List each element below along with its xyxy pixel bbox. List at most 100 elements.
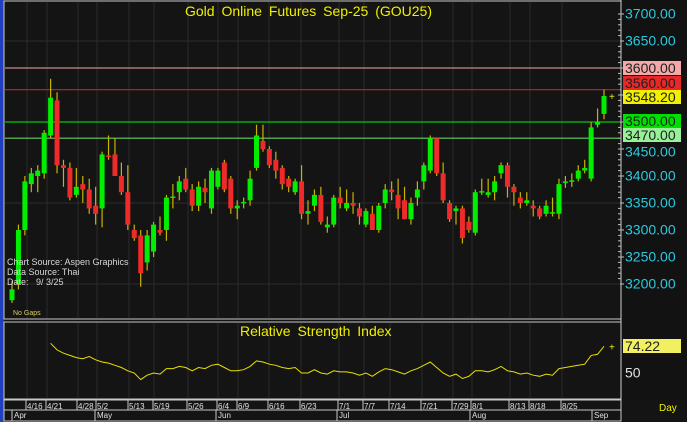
level-label: 3470.00 — [623, 128, 681, 142]
candle-down — [86, 189, 92, 209]
candle-down — [299, 181, 305, 214]
x-month-label: May — [97, 411, 113, 420]
candle-down — [221, 162, 227, 190]
candle-up — [241, 201, 247, 204]
candle-down — [434, 138, 440, 174]
candle-down — [279, 167, 285, 185]
candle-up — [382, 189, 388, 203]
candle-up — [492, 181, 498, 193]
candle-down — [286, 178, 292, 187]
candle-up — [163, 197, 169, 230]
candle-down — [80, 184, 86, 190]
candle-up — [421, 165, 427, 182]
candle-down — [459, 208, 465, 239]
candle-up — [176, 181, 182, 193]
candle-down — [183, 178, 189, 190]
candle-up — [543, 205, 549, 214]
level-label: 3500.00 — [623, 114, 681, 128]
x-day-label: 6/4 — [218, 402, 230, 411]
x-day-label: 8/13 — [510, 402, 526, 411]
candle-up — [582, 167, 588, 171]
candle-down — [447, 203, 453, 220]
candle-up — [485, 192, 491, 195]
x-month-label: Sep — [594, 411, 609, 420]
candle-up — [311, 194, 317, 206]
x-month-label: Jul — [339, 411, 350, 420]
candle-up — [427, 138, 433, 171]
candle-down — [356, 208, 362, 217]
candle-down — [67, 167, 73, 198]
rsi-tick-50: 50 — [625, 364, 641, 381]
y-tick-label: 3300.00 — [625, 221, 676, 238]
candle-up — [22, 181, 28, 230]
candle-up — [254, 135, 260, 168]
x-day-label: 7/21 — [422, 402, 438, 411]
x-month-label: Aug — [472, 411, 487, 420]
gaps-note: No Gaps — [13, 310, 41, 317]
candle-up — [73, 186, 79, 195]
candle-down — [125, 192, 131, 225]
candle-up — [595, 122, 601, 125]
x-day-label: 7/7 — [364, 402, 376, 411]
candle-up — [408, 203, 414, 220]
y-tick-label: 3650.00 — [625, 32, 676, 49]
candle-up — [588, 127, 594, 179]
x-day-label: 4/28 — [78, 402, 94, 411]
candle-down — [337, 197, 343, 203]
candle-up — [324, 224, 330, 228]
rsi-line — [50, 342, 605, 381]
candle-down — [466, 221, 472, 230]
last-price-label: 3548.20 — [623, 90, 681, 104]
rsi-last-value: 74.22 — [623, 339, 681, 353]
level-label: 3560.00 — [623, 76, 681, 90]
candle-up — [99, 154, 105, 209]
price-panel — [3, 0, 622, 320]
candle-down — [112, 154, 118, 176]
x-day-label: 4/21 — [47, 402, 63, 411]
source-line-3: Date: 9/ 3/25 — [7, 277, 64, 287]
candle-down — [273, 159, 279, 171]
candle-up — [48, 97, 54, 136]
candle-up — [331, 197, 337, 225]
x-day-label: 8/18 — [530, 402, 546, 411]
candle-up — [524, 200, 530, 203]
candle-down — [260, 140, 266, 149]
candle-up — [215, 170, 221, 187]
y-tick-label: 3200.00 — [625, 275, 676, 292]
period-label[interactable]: Day — [659, 403, 677, 414]
left-border — [0, 0, 4, 422]
candle-down — [228, 178, 234, 209]
x-day-label: 7/1 — [339, 402, 351, 411]
rsi-marker: + — [609, 342, 615, 353]
candle-down — [266, 149, 272, 166]
x-day-label: 5/19 — [154, 402, 170, 411]
x-day-label: 6/23 — [301, 402, 317, 411]
candle-up — [247, 178, 253, 201]
candle-up — [35, 170, 41, 176]
candle-up — [556, 184, 562, 214]
x-month-label: Apr — [14, 411, 27, 420]
candle-down — [511, 186, 517, 193]
candle-up — [292, 181, 298, 193]
candle-down — [54, 100, 60, 166]
x-day-label: 6/16 — [269, 402, 285, 411]
candle-up — [9, 289, 15, 301]
candle-up — [562, 181, 568, 183]
x-day-label: 5/2 — [97, 402, 109, 411]
y-tick-label: 3400.00 — [625, 167, 676, 184]
y-tick-label: 3250.00 — [625, 248, 676, 265]
candle-down — [369, 213, 375, 230]
chart-title: Gold Online Futures Sep-25 (GOU25) — [185, 3, 432, 19]
candle-down — [389, 189, 395, 193]
candle-up — [41, 132, 47, 174]
candle-up — [344, 203, 350, 209]
candle-down — [138, 235, 144, 274]
candle-down — [504, 165, 510, 187]
candle-up — [144, 235, 150, 263]
x-day-label: 5/13 — [129, 402, 145, 411]
candle-down — [131, 230, 137, 239]
candle-down — [202, 187, 208, 193]
candle-up — [170, 196, 176, 199]
